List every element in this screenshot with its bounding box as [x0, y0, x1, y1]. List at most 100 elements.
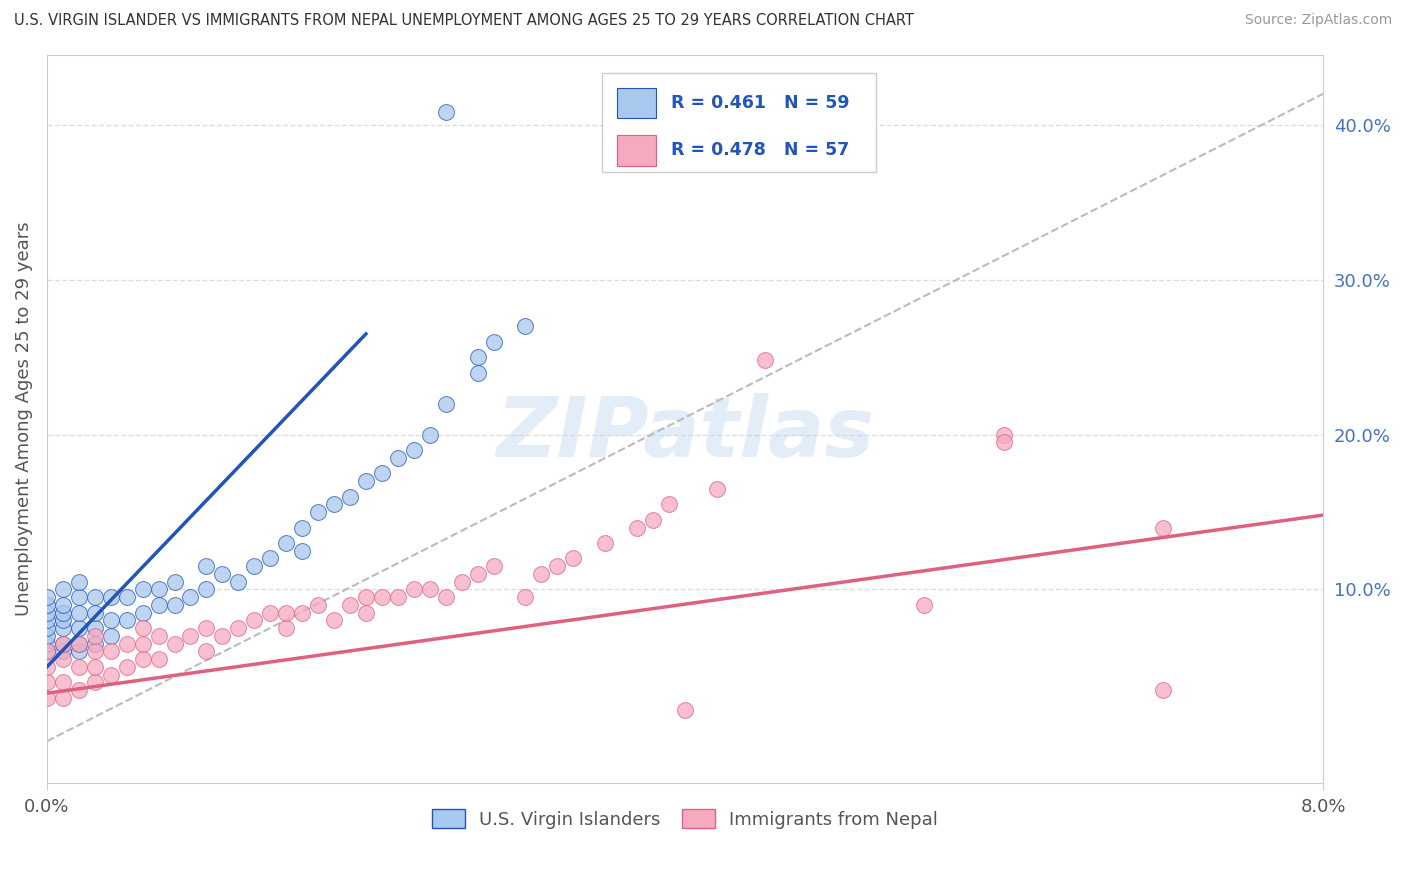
Point	[515, 319, 537, 334]
Point	[211, 566, 233, 581]
Point	[1153, 520, 1175, 534]
Point	[67, 591, 90, 605]
Point	[593, 536, 616, 550]
Point	[115, 660, 138, 674]
Text: ZIPatlas: ZIPatlas	[496, 393, 875, 475]
Point	[52, 652, 75, 666]
Point	[482, 559, 505, 574]
Point	[83, 621, 105, 635]
Point	[100, 667, 122, 681]
Point	[35, 598, 58, 612]
Point	[83, 660, 105, 674]
Point	[276, 621, 298, 635]
Point	[434, 105, 457, 120]
Point	[83, 637, 105, 651]
Point	[35, 675, 58, 690]
Point	[100, 644, 122, 658]
Point	[131, 606, 153, 620]
Point	[339, 598, 361, 612]
Point	[52, 614, 75, 628]
Point	[291, 520, 314, 534]
Point	[131, 637, 153, 651]
Point	[243, 559, 266, 574]
Point	[1153, 683, 1175, 698]
Point	[402, 443, 425, 458]
Point	[52, 637, 75, 651]
Point	[387, 450, 409, 465]
Point	[339, 490, 361, 504]
Point	[179, 591, 201, 605]
Point	[163, 637, 186, 651]
Point	[35, 644, 58, 658]
Point	[658, 497, 681, 511]
Point	[83, 591, 105, 605]
Point	[131, 621, 153, 635]
Point	[195, 582, 218, 597]
Point	[323, 614, 346, 628]
Point	[35, 690, 58, 705]
Point	[562, 551, 585, 566]
Point	[291, 543, 314, 558]
FancyBboxPatch shape	[617, 136, 655, 166]
Point	[482, 334, 505, 349]
FancyBboxPatch shape	[617, 88, 655, 119]
Point	[626, 520, 648, 534]
Point	[83, 606, 105, 620]
Point	[371, 591, 394, 605]
Y-axis label: Unemployment Among Ages 25 to 29 years: Unemployment Among Ages 25 to 29 years	[15, 222, 32, 616]
Point	[259, 551, 281, 566]
Point	[276, 606, 298, 620]
Point	[52, 637, 75, 651]
Point	[467, 350, 489, 364]
Point	[100, 629, 122, 643]
Point	[195, 559, 218, 574]
Point	[641, 513, 664, 527]
Point	[307, 598, 329, 612]
Point	[52, 598, 75, 612]
Point	[226, 621, 249, 635]
Point	[706, 482, 728, 496]
Point	[291, 606, 314, 620]
Point	[148, 598, 170, 612]
Text: Source: ZipAtlas.com: Source: ZipAtlas.com	[1244, 13, 1392, 28]
Point	[67, 637, 90, 651]
Point	[387, 591, 409, 605]
Point	[148, 652, 170, 666]
Legend: U.S. Virgin Islanders, Immigrants from Nepal: U.S. Virgin Islanders, Immigrants from N…	[425, 802, 945, 836]
Point	[211, 629, 233, 643]
Point	[243, 614, 266, 628]
Point	[259, 606, 281, 620]
Point	[993, 435, 1015, 450]
Point	[419, 427, 441, 442]
Point	[450, 574, 472, 589]
Point	[115, 591, 138, 605]
Point	[195, 621, 218, 635]
FancyBboxPatch shape	[602, 73, 876, 171]
Text: U.S. VIRGIN ISLANDER VS IMMIGRANTS FROM NEPAL UNEMPLOYMENT AMONG AGES 25 TO 29 Y: U.S. VIRGIN ISLANDER VS IMMIGRANTS FROM …	[14, 13, 914, 29]
Point	[67, 644, 90, 658]
Point	[993, 427, 1015, 442]
Point	[83, 675, 105, 690]
Point	[35, 614, 58, 628]
Point	[52, 621, 75, 635]
Point	[148, 582, 170, 597]
Point	[434, 396, 457, 410]
Point	[163, 574, 186, 589]
Point	[131, 582, 153, 597]
Point	[276, 536, 298, 550]
Point	[35, 629, 58, 643]
Point	[35, 644, 58, 658]
Point	[52, 644, 75, 658]
Point	[131, 652, 153, 666]
Point	[52, 582, 75, 597]
Point	[434, 591, 457, 605]
Point	[35, 660, 58, 674]
Point	[35, 637, 58, 651]
Point	[67, 574, 90, 589]
Point	[354, 591, 377, 605]
Point	[67, 621, 90, 635]
Point	[467, 566, 489, 581]
Point	[354, 474, 377, 488]
Point	[307, 505, 329, 519]
Point	[163, 598, 186, 612]
